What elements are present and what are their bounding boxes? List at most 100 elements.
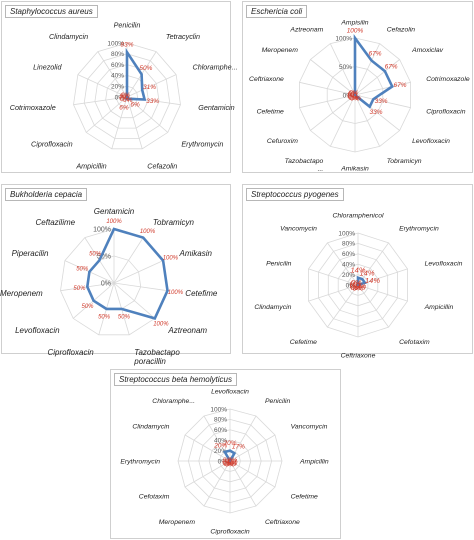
- grid-spoke: [357, 284, 389, 328]
- tick-label-20: 20%: [214, 448, 227, 455]
- category-label-ceftazilime: Ceftazilime: [36, 218, 76, 227]
- series-line: [353, 34, 394, 109]
- data-point-levofloxacin: [92, 299, 95, 302]
- category-label-aztreonam: Aztreonam: [289, 27, 323, 34]
- tick-label-40: 40%: [342, 262, 355, 269]
- radar-chart-bukholderia-cepacia: 0%50%100%100%100%100%100%100%50%50%50%50…: [0, 207, 218, 366]
- data-point-ampicillin: [125, 98, 127, 101]
- category-label-tobramicyn: Tobramicyn: [387, 158, 422, 165]
- grid-spoke: [354, 81, 411, 96]
- data-label-tetracyclin: 50%: [139, 65, 152, 72]
- grid-ring: [94, 64, 160, 129]
- data-label-cetefime: 100%: [168, 290, 184, 296]
- tick-label-0: 0%: [346, 282, 356, 289]
- grid-spoke: [111, 96, 128, 149]
- grid-spoke: [299, 94, 356, 109]
- data-label-levofloxacin: 14%: [365, 276, 380, 285]
- data-label-cefuroxim: 0%: [348, 94, 358, 101]
- tick-label-0: 0%: [218, 458, 228, 465]
- category-label-cefazolin: Cefazolin: [147, 162, 177, 171]
- tick-label-0: 0%: [115, 94, 125, 101]
- data-label-amikasin: 0%: [350, 95, 360, 102]
- data-label-erythromycin: 0%: [222, 458, 232, 465]
- category-label-meropenem: Meropenem: [0, 289, 43, 298]
- category-label-aztreonam: Aztreonam: [167, 326, 207, 335]
- data-label-ampicillin: 0%: [228, 458, 238, 465]
- data-label-vancomycin: 0%: [228, 457, 238, 464]
- category-label-levofloxacin: Levofloxacin: [211, 388, 249, 395]
- grid-spoke: [354, 94, 411, 109]
- category-label-gentamicin: Gentamicin: [94, 207, 135, 216]
- data-label-amikasin: 100%: [163, 255, 179, 261]
- panel-streptococcus-beta-hemolyticus: Streptococcus beta hemolyticus 0% 20% 40% 6…: [110, 369, 341, 539]
- data-label-erythromycin: 14%: [359, 268, 374, 277]
- data-label-ceftazilime: 50%: [89, 252, 102, 258]
- data-point-erythromycin: [361, 278, 364, 280]
- data-label-clindamycin: 0%: [121, 92, 131, 99]
- category-label-cotrimoxazole: Cotrimoxazole: [426, 76, 470, 83]
- category-label-chloramphe: Chloramphe...: [193, 63, 238, 72]
- category-label-cefetime: Cefetime: [257, 109, 284, 116]
- radar-chart-streptococcus-pyogenes: 0%20%40%60%80%100%14%14%14%0%0%0%0%0%0%0…: [254, 212, 462, 359]
- grid-spoke: [310, 94, 356, 131]
- radar-grid: [60, 228, 168, 336]
- radar-grid: [308, 232, 408, 338]
- data-label-meropenem: 50%: [73, 286, 86, 292]
- tick-label-100: 100%: [93, 227, 111, 234]
- tick-label-40: 40%: [111, 73, 124, 80]
- data-label-tobramicyn: 100%: [140, 229, 156, 235]
- data-point-levofloxacin: [368, 105, 371, 108]
- tick-label-100: 100%: [107, 40, 124, 47]
- data-label-cefotaxim: 0%: [354, 283, 365, 292]
- category-label-chloramphe: Chloramphe...: [152, 398, 195, 405]
- category-label-chloramphenicol: Chloramphenicol: [332, 212, 383, 219]
- category-label-clindamycin: Clindamycin: [49, 32, 88, 41]
- category-label-tazobactapo: Tazobactapo...: [285, 158, 324, 173]
- category-label-meropenem: Meropenem: [159, 519, 196, 526]
- tick-label-100: 100%: [338, 230, 355, 237]
- data-label-cotrimoxazole: 67%: [393, 82, 406, 89]
- category-label-penicilin: Penicilin: [266, 261, 292, 268]
- data-label-erythromycin: 6%: [130, 101, 140, 108]
- grid-spoke: [97, 51, 128, 98]
- category-label-amikasin: Amikasin: [179, 249, 213, 258]
- data-point-meropenem: [86, 286, 89, 288]
- data-label-ciprofloxacin: 50%: [98, 315, 111, 321]
- data-point-erythromycin: [128, 98, 130, 100]
- data-point-chloramphenicol: [357, 276, 359, 279]
- data-label-ceftriaxone: 0%: [353, 284, 364, 293]
- tick-label-80: 80%: [342, 241, 355, 248]
- category-label-penicilin: Penicilin: [265, 398, 291, 405]
- data-label-cefazolin: 0%: [123, 97, 133, 104]
- category-label-erythromycin: Erythromycin: [181, 140, 223, 149]
- category-label-amoxiclav: Amoxiclav: [411, 47, 444, 54]
- data-label-cefetime: 0%: [228, 460, 238, 467]
- data-point-ciprofloxacin: [105, 308, 108, 310]
- data-point-clindamycin: [126, 96, 128, 98]
- grid-spoke: [310, 59, 356, 96]
- data-point-cotrimoxazole: [391, 85, 393, 88]
- panel-staphylococcus-aureus: Staphylococcus aureus 0% 20% 40% 60% 80% 100%…: [1, 1, 238, 173]
- grid-spoke: [126, 96, 169, 133]
- category-label-cefotaxim: Cefotaxim: [139, 493, 170, 500]
- category-label-ampicillin: Ampicillin: [75, 162, 106, 171]
- data-label-amoxiclav: 67%: [385, 64, 398, 71]
- series-line: [85, 227, 169, 320]
- category-label-cetefime: Cetefime: [185, 289, 218, 298]
- grid-spoke: [77, 74, 128, 98]
- data-label-ampicillin: 6%: [119, 105, 129, 112]
- category-label-linezolid: Linezolid: [33, 63, 62, 72]
- tick-label-60: 60%: [214, 427, 227, 434]
- data-label-tobramicyn: 0%: [352, 95, 362, 102]
- category-label-erythromycin: Erythromycin: [120, 458, 160, 465]
- grid-spoke: [329, 43, 356, 96]
- category-label-ampicillin: Ampicillin: [424, 304, 454, 311]
- data-label-tazobactapo: 0%: [349, 95, 359, 102]
- data-label-chloramphe: 31%: [143, 84, 156, 91]
- category-label-ciprofloxacin: Ciprofloxacin: [47, 348, 94, 357]
- data-point-ampisilin: [354, 37, 356, 39]
- category-label-clindamycin: Clindamycin: [254, 304, 291, 311]
- data-label-levofloxacin: 50%: [81, 304, 94, 310]
- category-label-cefotaxim: Cefotaxim: [399, 339, 430, 346]
- chart-title: Streptococcus beta hemolyticus: [114, 373, 237, 386]
